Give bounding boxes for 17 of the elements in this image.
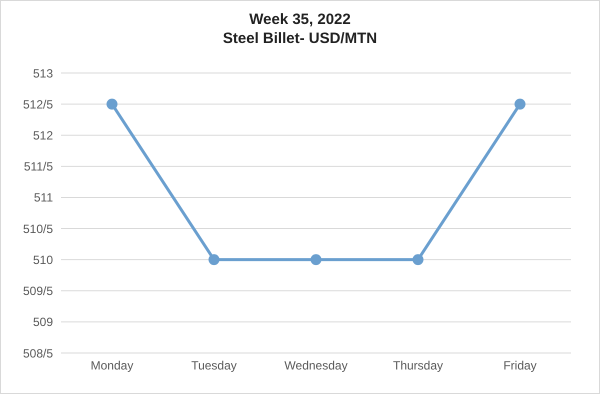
y-tick-label: 510: [32, 252, 54, 267]
x-tick-label: Tuesday: [191, 358, 237, 373]
x-tick-label: Monday: [90, 358, 134, 373]
y-tick-label: 510/5: [22, 222, 54, 236]
y-tick-label: 512/5: [22, 97, 54, 112]
chart-subtitle: Steel Billet- USD/MTN: [222, 30, 378, 47]
y-tick-label: 509: [32, 315, 54, 330]
y-tick-label: 509/5: [22, 284, 54, 298]
chart-title: Week 35, 2022: [248, 11, 352, 28]
x-tick-label: Wednesday: [284, 358, 348, 373]
y-tick-label: 508/5: [22, 346, 54, 360]
y-tick-label: 511: [34, 190, 54, 205]
y-tick-label: 513: [32, 66, 54, 80]
x-tick-label: Friday: [503, 358, 537, 373]
y-tick-label: 511/5: [24, 160, 54, 174]
y-tick-label: 512: [32, 128, 54, 142]
x-tick-label: Thursday: [392, 358, 444, 373]
